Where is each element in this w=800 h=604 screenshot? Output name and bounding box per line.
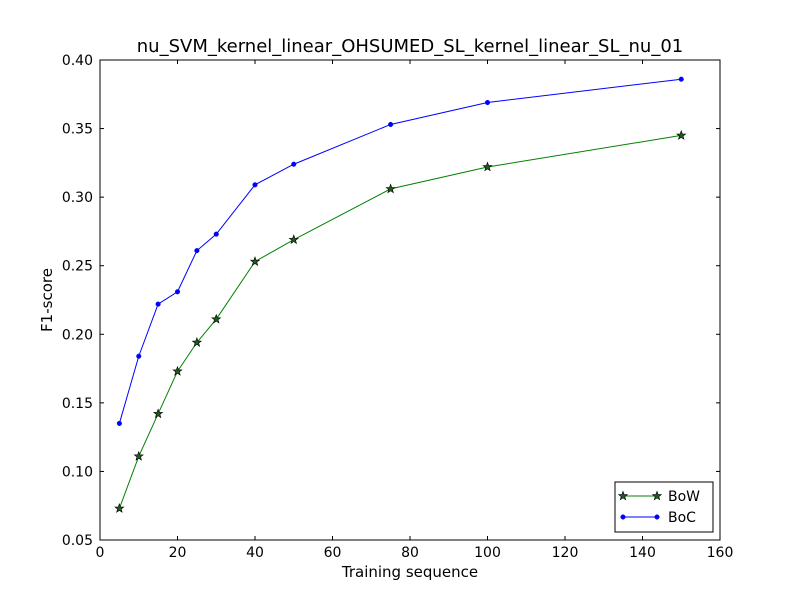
legend-label-boc: BoC: [668, 510, 696, 526]
plot-frame: [99, 59, 721, 541]
legend-box: [614, 481, 714, 533]
data-point-boc: [678, 76, 684, 82]
data-point-boc: [155, 301, 161, 307]
data-point-boc: [174, 289, 181, 295]
data-point-boc: [136, 353, 142, 359]
series-line-boc: [118, 78, 682, 424]
y-tick-label: 0.20: [62, 327, 93, 343]
data-point-bow: [114, 502, 125, 513]
x-axis-label: Training sequence: [341, 563, 478, 581]
data-point-boc: [194, 248, 200, 254]
series-line-bow: [118, 134, 682, 509]
x-tick-label: 120: [552, 545, 579, 561]
y-tick-label: 0.05: [62, 533, 93, 549]
ticks-layer: 0 20 40 60 80 100 120 140 160 0.05 0.10 0.15 0.20 0.2…: [62, 53, 734, 561]
data-point-bow: [152, 408, 164, 419]
legend-label-bow: BoW: [668, 489, 700, 505]
y-tick-label: 0.25: [62, 259, 93, 275]
data-point-bow: [172, 365, 183, 376]
x-tick-label: 140: [629, 545, 656, 561]
data-point-boc: [291, 161, 297, 167]
y-tick-label: 0.35: [62, 122, 93, 138]
data-point-boc: [484, 99, 491, 106]
data-point-bow: [249, 256, 261, 267]
series-layer: [114, 76, 687, 513]
chart-title: nu_SVM_kernel_linear_OHSUMED_SL_kernel_l…: [137, 36, 683, 57]
x-tick-label: 20: [169, 545, 187, 561]
data-point-boc: [116, 420, 122, 426]
data-point-bow: [482, 161, 493, 172]
legend-marker-bow: [617, 490, 629, 501]
data-point-boc: [213, 231, 219, 237]
x-tick-label: 160: [707, 545, 734, 561]
y-tick-label: 0.30: [62, 190, 93, 206]
x-tick-label: 40: [246, 545, 264, 561]
y-tick-label: 0.10: [62, 464, 93, 480]
data-point-bow: [191, 337, 203, 347]
y-tick-label: 0.15: [62, 396, 93, 412]
data-point-boc: [252, 182, 258, 188]
data-point-boc: [388, 121, 394, 128]
data-point-bow: [676, 129, 687, 140]
legend-marker-bow: [651, 490, 663, 501]
legend-marker-boc: [620, 514, 626, 520]
y-tick-label: 0.40: [62, 53, 93, 69]
x-tick-label: 80: [401, 545, 419, 561]
data-point-bow: [133, 450, 144, 461]
x-tick-label: 0: [96, 545, 105, 561]
data-point-bow: [288, 234, 299, 245]
y-axis-label: F1-score: [38, 268, 56, 332]
data-point-bow: [385, 183, 396, 194]
data-point-bow: [211, 313, 222, 324]
x-tick-label: 100: [474, 545, 501, 561]
legend-marker-boc: [654, 514, 660, 520]
legend: BoW BoC: [614, 481, 714, 533]
x-tick-label: 60: [324, 545, 342, 561]
